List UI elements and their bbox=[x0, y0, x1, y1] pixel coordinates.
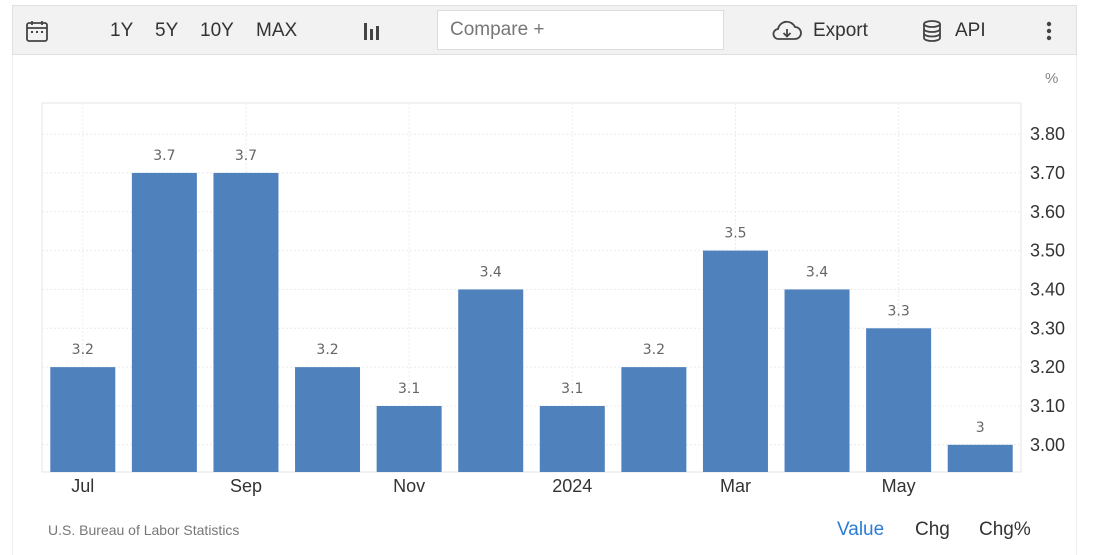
bar-data-label: 3.2 bbox=[643, 342, 665, 358]
y-tick-label: 3.00 bbox=[1030, 435, 1065, 455]
compare-input[interactable]: Compare + bbox=[437, 10, 724, 50]
y-tick-label: 3.70 bbox=[1030, 163, 1065, 183]
x-tick-label: Nov bbox=[393, 476, 425, 496]
bar bbox=[376, 405, 442, 472]
bar-data-label: 3.7 bbox=[153, 148, 175, 164]
api-button[interactable]: API bbox=[921, 6, 986, 56]
tab-chg[interactable]: Chg bbox=[915, 519, 950, 540]
y-tick-label: 3.20 bbox=[1030, 357, 1065, 377]
bar-data-label: 3.1 bbox=[398, 381, 420, 397]
range-max-button[interactable]: MAX bbox=[256, 20, 298, 41]
bar bbox=[539, 405, 605, 472]
unit-label: % bbox=[1045, 70, 1059, 87]
bar bbox=[295, 367, 361, 472]
bar bbox=[702, 250, 768, 472]
bar-data-label: 3 bbox=[976, 420, 985, 436]
source-credit: U.S. Bureau of Labor Statistics bbox=[48, 522, 240, 538]
bar-data-label: 3.7 bbox=[235, 148, 257, 164]
bar-data-label: 3.5 bbox=[724, 226, 746, 242]
bar bbox=[784, 289, 850, 472]
api-label: API bbox=[955, 20, 986, 41]
range-10y-button[interactable]: 10Y bbox=[200, 20, 234, 41]
bar bbox=[947, 444, 1013, 472]
y-tick-label: 3.80 bbox=[1030, 124, 1065, 144]
bar bbox=[621, 367, 687, 472]
bar-data-label: 3.3 bbox=[887, 303, 909, 319]
export-button[interactable]: Export bbox=[771, 6, 868, 56]
range-5y-button[interactable]: 5Y bbox=[155, 20, 179, 41]
bar bbox=[50, 367, 116, 472]
bar-data-label: 3.4 bbox=[480, 264, 502, 280]
bar bbox=[866, 328, 932, 472]
y-tick-label: 3.40 bbox=[1030, 279, 1065, 299]
bar-data-label: 3.1 bbox=[561, 381, 583, 397]
database-icon bbox=[921, 19, 943, 43]
range-1y-button[interactable]: 1Y bbox=[110, 20, 134, 41]
bar bbox=[213, 172, 279, 473]
bar-data-label: 3.4 bbox=[806, 264, 828, 280]
calendar-icon[interactable] bbox=[25, 6, 49, 56]
more-options-icon[interactable] bbox=[1045, 6, 1053, 56]
x-tick-label: 2024 bbox=[552, 476, 592, 496]
plot-area bbox=[41, 102, 1022, 473]
y-tick-label: 3.10 bbox=[1030, 396, 1065, 416]
chart-type-icon[interactable] bbox=[361, 6, 383, 56]
x-tick-label: Mar bbox=[720, 476, 751, 496]
x-tick-label: Jul bbox=[71, 476, 94, 496]
x-tick-label: May bbox=[882, 476, 916, 496]
tab-value[interactable]: Value bbox=[837, 519, 885, 540]
export-label: Export bbox=[813, 20, 868, 41]
x-tick-label: Sep bbox=[230, 476, 262, 496]
y-tick-label: 3.50 bbox=[1030, 241, 1065, 261]
bar-data-label: 3.2 bbox=[316, 342, 338, 358]
chart-toolbar: 1Y 5Y 10Y MAX Compare + Export bbox=[12, 5, 1077, 55]
bar bbox=[131, 172, 197, 473]
cloud-download-icon bbox=[771, 20, 803, 42]
chart-panel bbox=[12, 55, 1077, 555]
y-tick-label: 3.30 bbox=[1030, 318, 1065, 338]
bar bbox=[458, 289, 524, 472]
tab-chg-percent[interactable]: Chg% bbox=[979, 519, 1031, 540]
y-tick-label: 3.60 bbox=[1030, 202, 1065, 222]
bar-data-label: 3.2 bbox=[72, 342, 94, 358]
